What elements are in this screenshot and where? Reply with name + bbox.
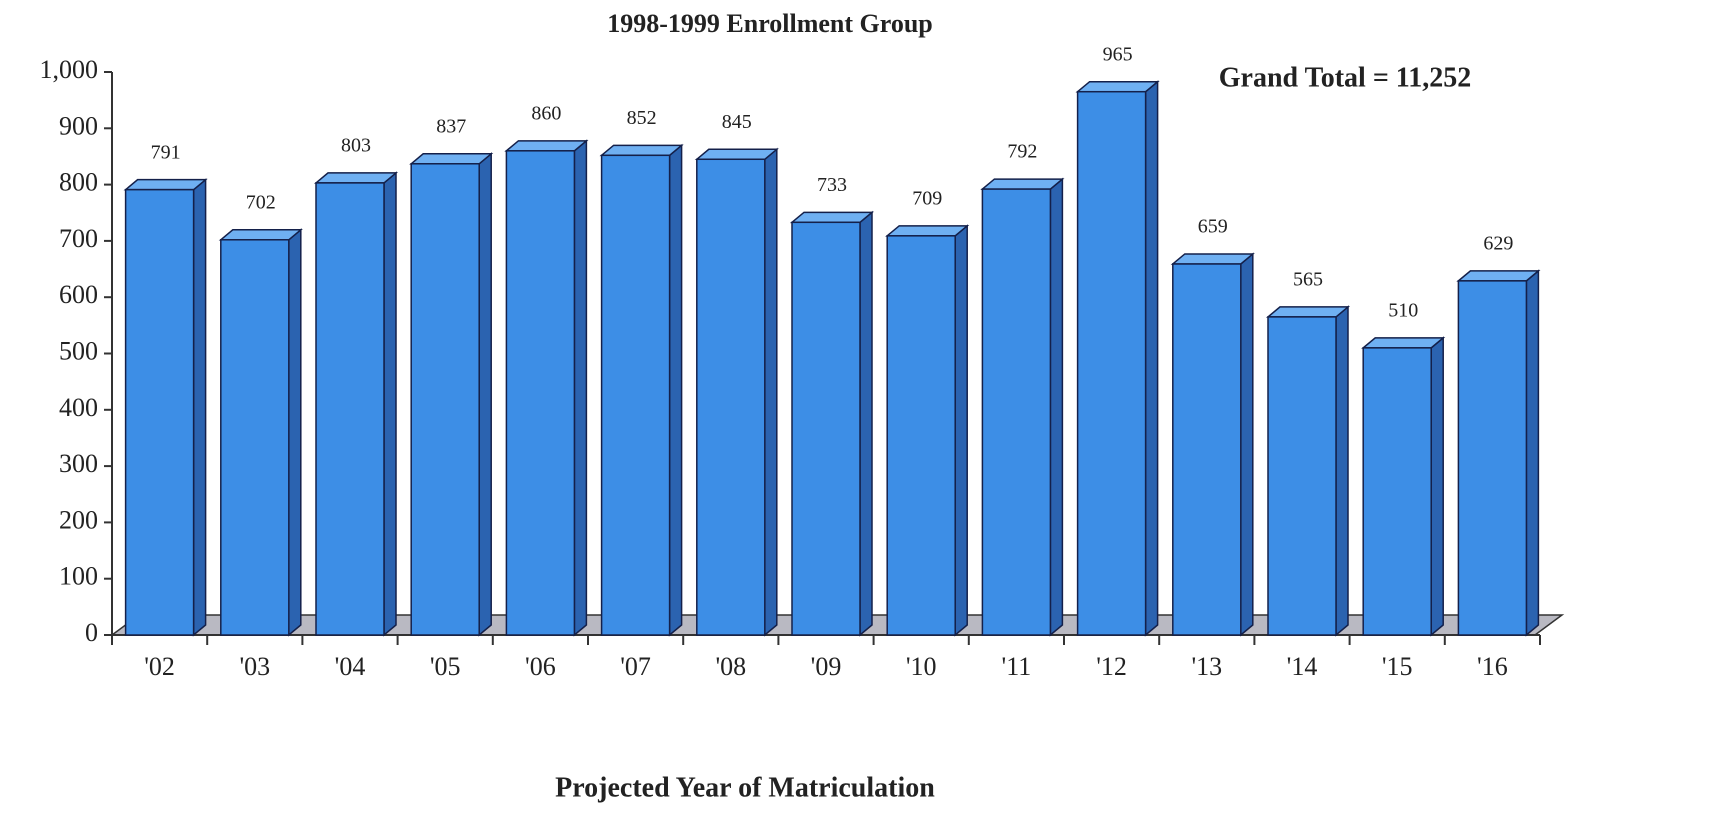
- x-tick-label: '12: [1096, 652, 1127, 681]
- bar: [1457, 280, 1528, 636]
- value-label: 791: [151, 141, 181, 163]
- value-label: 659: [1198, 216, 1228, 238]
- bar-top: [504, 140, 589, 152]
- y-tick-label: 1,000: [40, 55, 99, 84]
- bar: [1267, 316, 1337, 636]
- bar-top: [1265, 306, 1351, 318]
- bar: [791, 221, 861, 636]
- bar-side: [288, 228, 302, 637]
- y-tick-label: 500: [59, 336, 98, 365]
- bar-side: [1240, 252, 1254, 637]
- bar: [696, 158, 766, 636]
- bar-side: [383, 171, 397, 637]
- value-label: 510: [1388, 299, 1418, 321]
- y-tick-label: 100: [59, 562, 98, 591]
- bar-side: [478, 152, 492, 637]
- chart-title: 1998-1999 Enrollment Group: [607, 9, 933, 38]
- bar: [315, 182, 385, 636]
- bar-side: [1430, 336, 1444, 637]
- y-tick-label: 600: [59, 280, 98, 309]
- value-label: 709: [912, 187, 942, 209]
- value-label: 860: [531, 102, 561, 124]
- x-tick-label: '07: [620, 652, 651, 681]
- x-tick-label: '15: [1382, 652, 1413, 681]
- x-axis-label: Projected Year of Matriculation: [555, 772, 935, 803]
- y-tick-label: 700: [59, 224, 98, 253]
- x-tick-label: '14: [1287, 652, 1318, 681]
- x-tick-label: '11: [1002, 652, 1032, 681]
- x-tick-label: '09: [811, 652, 842, 681]
- y-tick-label: 800: [59, 168, 98, 197]
- bar-top: [1170, 253, 1255, 265]
- bar-side: [859, 210, 873, 637]
- bar-top: [313, 172, 399, 184]
- bar-side: [573, 139, 588, 637]
- x-tick-label: '04: [335, 652, 366, 681]
- bar: [1362, 347, 1432, 636]
- value-label: 629: [1483, 232, 1513, 254]
- value-label: 845: [722, 111, 752, 133]
- x-tick-label: '06: [525, 652, 556, 681]
- bar: [505, 150, 576, 636]
- bar-top: [218, 229, 303, 241]
- value-label: 852: [627, 107, 657, 129]
- bar-side: [1525, 269, 1540, 637]
- x-tick-label: '10: [906, 652, 937, 681]
- bar-top: [694, 148, 779, 161]
- y-tick-label: 0: [85, 618, 98, 647]
- bar-top: [1456, 270, 1541, 282]
- x-tick-label: '03: [239, 652, 270, 681]
- value-label: 565: [1293, 268, 1323, 290]
- x-tick-label: '05: [430, 652, 461, 681]
- bar-top: [599, 144, 684, 157]
- x-tick-label: '08: [715, 652, 746, 681]
- bar-side: [192, 178, 207, 637]
- value-label: 733: [817, 174, 847, 196]
- y-tick-label: 300: [59, 449, 98, 478]
- y-tick-label: 200: [59, 505, 98, 534]
- bar-top: [1075, 80, 1160, 93]
- bar-side: [954, 224, 968, 637]
- bar: [410, 163, 480, 636]
- bar-top: [980, 178, 1065, 190]
- bar: [600, 154, 671, 636]
- bar: [220, 239, 290, 636]
- value-label: 965: [1103, 43, 1133, 65]
- bar-side: [1144, 80, 1159, 637]
- y-tick-label: 900: [59, 111, 98, 140]
- bar-side: [1049, 177, 1064, 637]
- bar-top: [789, 211, 875, 224]
- value-label: 837: [436, 115, 466, 137]
- bar-top: [1361, 337, 1446, 349]
- bar: [124, 188, 195, 636]
- bar: [886, 235, 956, 636]
- x-tick-label: '13: [1191, 652, 1222, 681]
- value-label: 803: [341, 135, 371, 157]
- bar-top: [409, 153, 494, 165]
- bar-top: [123, 178, 208, 191]
- bar-side: [1335, 305, 1349, 637]
- bar-side: [764, 147, 778, 637]
- value-label: 702: [246, 191, 276, 213]
- x-tick-label: '02: [144, 652, 175, 681]
- bar: [1172, 263, 1242, 636]
- value-label: 792: [1007, 141, 1037, 163]
- bar: [1076, 90, 1147, 636]
- bar-top: [885, 225, 970, 237]
- x-tick-label: '16: [1477, 652, 1508, 681]
- y-tick-label: 400: [59, 393, 98, 422]
- bar: [981, 188, 1052, 636]
- bar-side: [668, 143, 683, 637]
- annotation: Grand Total = 11,252: [1219, 62, 1471, 93]
